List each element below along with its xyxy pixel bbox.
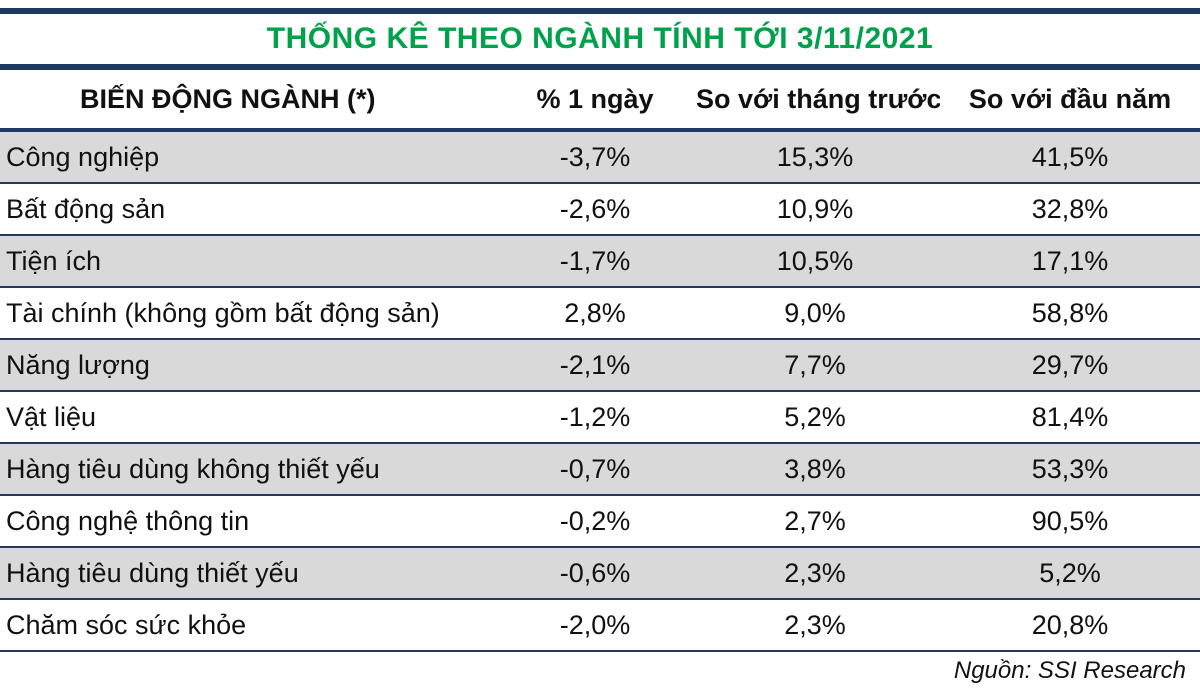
value-cell: 2,3%: [690, 599, 940, 652]
value-cell: -0,7%: [500, 443, 690, 496]
value-cell: 5,2%: [940, 547, 1200, 600]
value-cell: 32,8%: [940, 183, 1200, 236]
table-row: Công nghiệp -3,7% 15,3% 41,5%: [0, 130, 1200, 184]
column-header: So với đầu năm: [940, 70, 1200, 132]
value-cell: 58,8%: [940, 287, 1200, 340]
value-cell: -2,6%: [500, 183, 690, 236]
value-cell: -2,1%: [500, 339, 690, 392]
value-cell: 2,7%: [690, 495, 940, 548]
industry-name: Chăm sóc sức khỏe: [0, 599, 500, 652]
value-cell: 20,8%: [940, 599, 1200, 652]
value-cell: 9,0%: [690, 287, 940, 340]
table-title-bar: THỐNG KÊ THEO NGÀNH TÍNH TỚI 3/11/2021: [0, 8, 1200, 70]
table-head: BIẾN ĐỘNG NGÀNH (*)% 1 ngày So với tháng …: [0, 70, 1200, 132]
industry-name: Vật liệu: [0, 391, 500, 444]
source-note: Nguồn: SSI Research: [953, 656, 1186, 684]
table-row: Công nghệ thông tin -0,2% 2,7% 90,5%: [0, 495, 1200, 548]
value-cell: 10,9%: [690, 183, 940, 236]
value-cell: 15,3%: [690, 130, 940, 184]
industry-name: Công nghiệp: [0, 130, 500, 184]
column-header: So với tháng trước: [690, 70, 940, 132]
value-cell: 81,4%: [940, 391, 1200, 444]
value-cell: 17,1%: [940, 235, 1200, 288]
value-cell: 29,7%: [940, 339, 1200, 392]
industry-name: Hàng tiêu dùng không thiết yếu: [0, 443, 500, 496]
value-cell: 3,8%: [690, 443, 940, 496]
value-cell: 41,5%: [940, 130, 1200, 184]
table-row: Tiện ích -1,7% 10,5% 17,1%: [0, 235, 1200, 288]
industry-name: Tiện ích: [0, 235, 500, 288]
industry-name: Hàng tiêu dùng thiết yếu: [0, 547, 500, 600]
industry-name: Bất động sản: [0, 183, 500, 236]
value-cell: -2,0%: [500, 599, 690, 652]
header-row: BIẾN ĐỘNG NGÀNH (*)% 1 ngày So với tháng …: [0, 70, 1200, 132]
value-cell: -1,7%: [500, 235, 690, 288]
table-row: Hàng tiêu dùng thiết yếu -0,6% 2,3% 5,2%: [0, 547, 1200, 600]
industry-name: Công nghệ thông tin: [0, 495, 500, 548]
industry-name: Năng lượng: [0, 339, 500, 392]
stats-table: BIẾN ĐỘNG NGÀNH (*)% 1 ngày So với tháng …: [0, 70, 1200, 652]
table-row: Năng lượng -2,1% 7,7% 29,7%: [0, 339, 1200, 392]
industry-name: Tài chính (không gồm bất động sản): [0, 287, 500, 340]
value-cell: 5,2%: [690, 391, 940, 444]
value-cell: 2,8%: [500, 287, 690, 340]
value-cell: -3,7%: [500, 130, 690, 184]
value-cell: 7,7%: [690, 339, 940, 392]
table-row: Hàng tiêu dùng không thiết yếu -0,7% 3,8% 5…: [0, 443, 1200, 496]
value-cell: 53,3%: [940, 443, 1200, 496]
value-cell: -0,6%: [500, 547, 690, 600]
table-row: Chăm sóc sức khỏe -2,0% 2,3% 20,8%: [0, 599, 1200, 652]
column-header: % 1 ngày: [500, 70, 690, 132]
value-cell: 90,5%: [940, 495, 1200, 548]
table-row: Vật liệu -1,2% 5,2% 81,4%: [0, 391, 1200, 444]
value-cell: 2,3%: [690, 547, 940, 600]
table-row: Tài chính (không gồm bất động sản) 2,8% 9,…: [0, 287, 1200, 340]
table-body: Công nghiệp -3,7% 15,3% 41,5% Bất động sản -2…: [0, 130, 1200, 652]
page-title: THỐNG KÊ THEO NGÀNH TÍNH TỚI 3/11/2021: [266, 22, 934, 55]
table-row: Bất động sản -2,6% 10,9% 32,8%: [0, 183, 1200, 236]
value-cell: -1,2%: [500, 391, 690, 444]
value-cell: -0,2%: [500, 495, 690, 548]
column-header: BIẾN ĐỘNG NGÀNH (*): [0, 70, 500, 132]
value-cell: 10,5%: [690, 235, 940, 288]
